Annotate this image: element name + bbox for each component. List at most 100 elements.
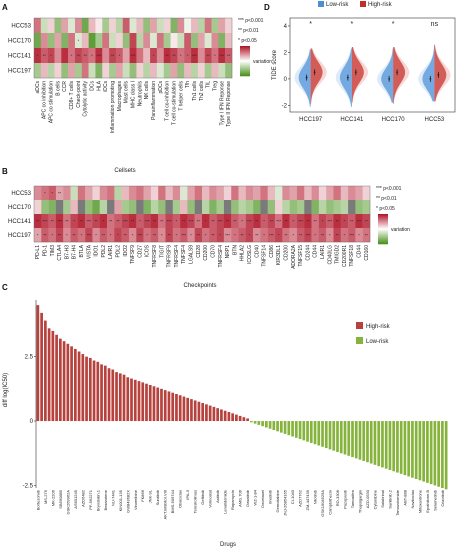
panel-b-cell <box>48 200 57 215</box>
panel-c-bar <box>444 421 448 490</box>
panel-b-colorbar-step <box>378 222 388 224</box>
panel-a-cell <box>211 33 219 49</box>
panel-c-bar <box>242 417 246 422</box>
panel-c-x-tick-label: FK866 <box>140 489 145 502</box>
panel-b-cell <box>143 214 152 229</box>
panel-b-cell-star: * <box>241 219 243 224</box>
panel-b-cell <box>180 200 188 215</box>
panel-a-cell <box>102 18 110 34</box>
panel-a-colorbar-step <box>240 75 250 77</box>
panel-a-cell-star: * <box>214 53 216 58</box>
panel-c-x-tick-label: Crizotinib <box>440 489 445 506</box>
panel-b-cell-star: * <box>81 233 83 238</box>
panel-a-cell <box>74 63 82 79</box>
panel-c-bar <box>201 403 205 422</box>
panel-b-col-label: CD200 <box>284 245 290 261</box>
panel-b-cell <box>304 200 312 215</box>
panel-b-cell <box>245 214 254 229</box>
panel-b-cell-star: ** <box>336 219 340 224</box>
panel-c-xlabel: Drugs <box>220 542 236 548</box>
panel-c-bar <box>429 421 433 485</box>
panel-a-cell <box>218 18 226 34</box>
panel-d-violin-high-shade <box>434 44 451 102</box>
panel-c-bar <box>220 409 223 422</box>
panel-a-cell <box>143 33 151 49</box>
panel-c-bar <box>205 404 208 422</box>
panel-b-col-label: PD-L1 <box>35 245 41 259</box>
panel-b-cell <box>267 200 276 215</box>
panel-b-cell <box>326 228 334 243</box>
panel-c-bar <box>250 421 253 423</box>
panel-b-col-label: TNFRSF8 <box>152 245 158 268</box>
panel-a-cell <box>184 33 192 49</box>
panel-b-cell <box>85 214 93 229</box>
panel-b-cell <box>34 186 42 201</box>
panel-a-col-label: Check-point <box>76 80 82 107</box>
panel-b-cell <box>158 200 166 215</box>
panel-b-cell <box>128 200 137 215</box>
panel-b-colorbar-step <box>378 229 388 231</box>
panel-b-colorbar-step <box>378 223 388 225</box>
panel-a-cell <box>81 48 89 64</box>
panel-b-cell-star: * <box>322 219 324 224</box>
panel-b-cell <box>231 214 239 229</box>
panel-b-cell <box>362 200 371 215</box>
panel-a-cell <box>115 18 123 34</box>
panel-a-sig-legend: ** p<0.01 <box>238 28 259 34</box>
panel-a-colorbar-step <box>240 58 250 60</box>
panel-b-row-label: HCC170 <box>8 205 32 211</box>
panel-d-violin-low-shade <box>377 48 394 103</box>
panel-b-cell-star: ** <box>336 233 340 238</box>
panel-c-bar <box>302 421 306 441</box>
panel-c-bar <box>279 421 283 433</box>
panel-c-bar <box>66 343 70 422</box>
panel-c-x-tick-label: NU-7441 <box>110 489 115 506</box>
panel-c-x-tick-label: Thapsigargin <box>357 490 362 513</box>
panel-c-bar <box>362 421 366 461</box>
panel-b-cell-star: ** <box>160 219 164 224</box>
panel-c-bar <box>276 421 279 432</box>
panel-c-bar <box>62 341 66 422</box>
panel-b-cell <box>340 228 349 243</box>
panel-b-cell-star: ** <box>36 219 40 224</box>
panel-b-cell <box>348 228 356 243</box>
panel-b-row-label: HCC197 <box>8 233 32 239</box>
panel-a-xlabel: Cellsets <box>114 168 135 174</box>
panel-b-cell <box>318 186 327 201</box>
panel-b-cell-star: *** <box>167 219 172 224</box>
panel-b-cell-star: ** <box>131 219 135 224</box>
panel-c-bar <box>283 421 287 434</box>
panel-c-bar <box>441 421 444 488</box>
panel-b-cell <box>128 214 137 229</box>
panel-a-cell <box>54 18 62 34</box>
panel-c-bar <box>377 421 381 467</box>
panel-d-significance: * <box>392 21 395 28</box>
panel-a-colorbar-step <box>240 73 250 75</box>
panel-b-cell <box>355 200 363 215</box>
panel-c-bar <box>253 421 257 424</box>
panel-c-bar <box>77 351 81 422</box>
panel-b-cell <box>99 228 108 243</box>
panel-a-col-label: Th2 cells <box>199 81 205 102</box>
panel-a-colorbar-title: variation <box>253 59 272 65</box>
panel-a-col-label: Neutrophils <box>137 81 143 107</box>
panel-b-colorbar-step <box>378 241 388 243</box>
panel-a-colorbar-step <box>240 46 250 48</box>
panel-b-cell <box>223 200 232 215</box>
panel-b-cell-star: *** <box>181 233 186 238</box>
panel-d-violin-low <box>339 48 352 107</box>
panel-c-bar <box>264 421 268 428</box>
panel-d-ylabel: TIDE score <box>272 49 278 80</box>
panel-b-cell <box>172 186 181 201</box>
panel-a-colorbar-step <box>240 68 250 70</box>
panel-a-colorbar-step <box>240 54 250 56</box>
panel-b-cell-star: ** <box>306 219 310 224</box>
panel-b-cell <box>150 200 159 215</box>
panel-b-cell-star: *** <box>218 219 223 224</box>
panel-c-bar <box>309 421 313 443</box>
panel-b-cell <box>121 214 130 229</box>
panel-a-cell-star: *** <box>192 53 197 58</box>
panel-c-legend-swatch <box>356 337 363 344</box>
